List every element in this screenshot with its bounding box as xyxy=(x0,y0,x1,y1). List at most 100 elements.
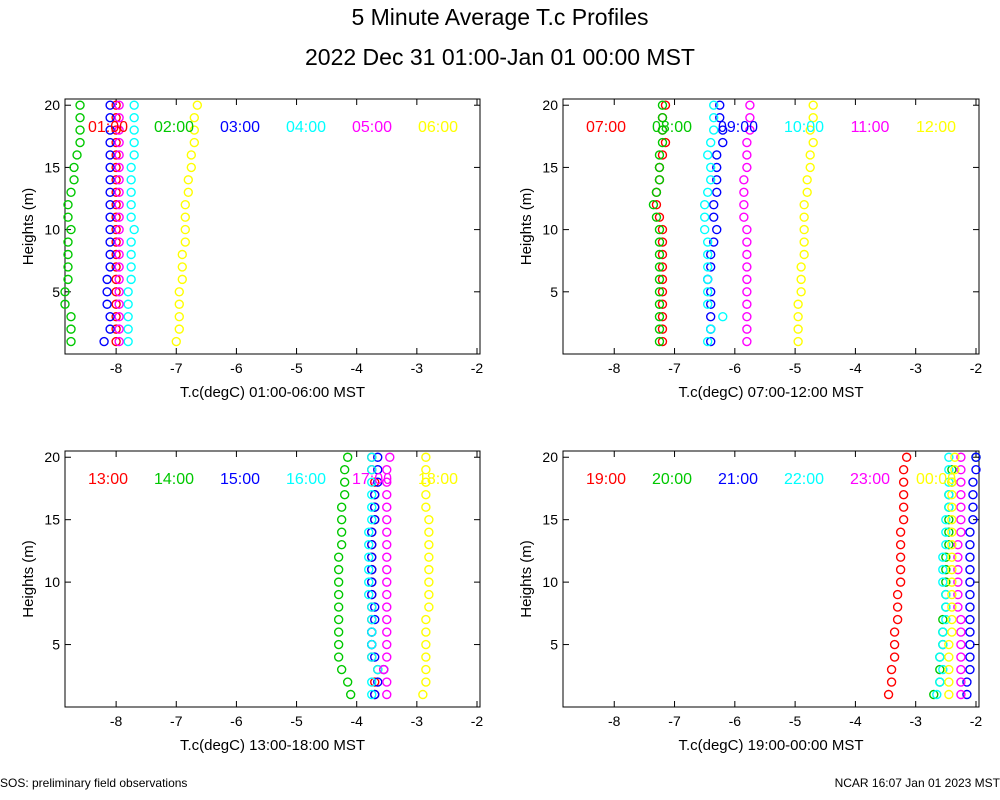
data-point xyxy=(424,602,434,612)
data-point xyxy=(174,311,184,322)
x-tick-label: -5 xyxy=(290,713,303,729)
data-point xyxy=(709,125,719,135)
data-point xyxy=(654,336,665,347)
data-point xyxy=(712,224,722,235)
data-point xyxy=(421,652,431,662)
data-point xyxy=(706,287,716,297)
legend-label: 13:00 xyxy=(88,471,128,488)
data-point xyxy=(114,150,124,160)
data-point xyxy=(883,689,894,700)
data-point xyxy=(965,602,975,612)
data-point xyxy=(935,652,945,662)
data-point xyxy=(129,137,139,148)
data-point xyxy=(706,249,716,260)
x-tick-label: -6 xyxy=(230,713,243,729)
x-tick-label: -2 xyxy=(970,713,983,729)
data-point xyxy=(971,465,981,475)
x-tick-label: -6 xyxy=(729,360,742,376)
data-point xyxy=(799,200,809,210)
data-point xyxy=(123,299,133,309)
data-point xyxy=(114,162,124,173)
data-point xyxy=(953,577,963,587)
data-point xyxy=(654,224,665,235)
data-point xyxy=(373,664,383,675)
x-tick-label: -4 xyxy=(350,713,363,729)
data-point xyxy=(947,577,957,587)
data-point xyxy=(648,200,659,210)
data-point xyxy=(105,237,115,247)
data-point xyxy=(114,324,124,334)
data-point xyxy=(364,577,374,587)
data-point xyxy=(956,465,966,475)
data-point xyxy=(965,652,975,662)
data-point xyxy=(941,527,951,537)
data-point xyxy=(114,274,124,285)
data-point xyxy=(424,564,434,575)
data-point xyxy=(111,299,121,309)
data-point xyxy=(126,274,136,285)
legend-label: 01:00 xyxy=(88,119,128,136)
y-tick-label: 15 xyxy=(44,159,60,175)
data-point xyxy=(66,311,76,322)
data-point xyxy=(123,287,133,297)
page-title: 5 Minute Average T.c Profiles xyxy=(351,4,649,30)
data-point xyxy=(654,311,665,322)
legend-label: 23:00 xyxy=(850,471,890,488)
y-tick-label: 10 xyxy=(542,574,558,590)
data-point xyxy=(742,237,752,247)
data-point xyxy=(965,539,975,550)
data-point xyxy=(382,514,392,525)
data-point xyxy=(114,299,124,309)
data-point xyxy=(367,465,377,475)
data-point xyxy=(938,564,948,575)
x-tick-label: -8 xyxy=(110,713,123,729)
legend-label: 00:00 xyxy=(916,471,956,488)
data-point xyxy=(367,652,377,662)
data-point xyxy=(421,465,431,475)
data-point xyxy=(941,514,951,525)
y-tick-label: 15 xyxy=(542,159,558,175)
data-point xyxy=(944,514,954,525)
data-point xyxy=(60,287,70,297)
legend-label: 03:00 xyxy=(220,119,260,136)
data-point xyxy=(739,187,749,197)
data-point xyxy=(421,677,431,687)
data-point xyxy=(944,465,954,475)
data-point xyxy=(706,336,716,347)
data-point xyxy=(126,175,136,185)
chart-panel-1: -8 -7 -6 -5 -4 -3 -2 5 10 15 20 T.c(degC) 01:00-06:… xyxy=(20,97,483,401)
data-point xyxy=(947,564,957,575)
data-point xyxy=(63,237,73,247)
data-point xyxy=(114,137,124,148)
data-point xyxy=(105,249,115,260)
data-point xyxy=(805,125,815,135)
data-point xyxy=(114,237,124,247)
data-point xyxy=(382,477,392,487)
y-axis-label: Heights (m) xyxy=(20,540,37,618)
data-point xyxy=(965,552,975,562)
data-point xyxy=(660,137,671,148)
data-point xyxy=(898,514,909,525)
data-point xyxy=(654,249,665,260)
data-point xyxy=(956,514,966,525)
chart-panel-4: -8 -7 -6 -5 -4 -3 -2 5 10 15 20 T.c(degC) 19:00-00:… xyxy=(518,449,982,754)
data-point xyxy=(938,577,948,587)
data-point xyxy=(111,249,121,260)
y-tick-label: 20 xyxy=(44,449,60,465)
data-point xyxy=(66,336,76,347)
data-point xyxy=(742,150,752,160)
data-point xyxy=(367,477,377,487)
data-point xyxy=(421,664,431,675)
data-point xyxy=(702,274,713,285)
data-point xyxy=(965,639,975,650)
data-point xyxy=(699,200,710,210)
legend-label: 10:00 xyxy=(784,119,824,136)
legend-label: 05:00 xyxy=(352,119,392,136)
data-point xyxy=(367,602,377,612)
data-point xyxy=(944,539,954,550)
x-tick-label: -3 xyxy=(909,360,922,376)
data-point xyxy=(183,175,193,185)
data-point xyxy=(895,527,906,537)
legend-label: 08:00 xyxy=(652,119,692,136)
